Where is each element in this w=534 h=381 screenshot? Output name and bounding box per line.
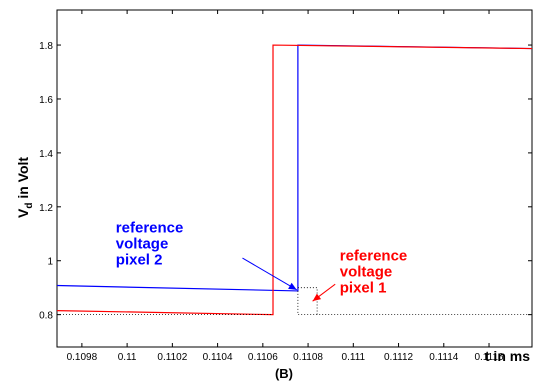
y-tick-label: 1.2 (39, 203, 53, 214)
plot-area (56, 9, 533, 348)
annotation-1-line-2: voltage (116, 235, 169, 252)
y-tick-label: 1.6 (39, 95, 53, 106)
x-tick-label: 0.11 (118, 352, 137, 363)
x-tick-label: 0.1108 (293, 352, 323, 363)
annotation-1-arrow (242, 257, 298, 291)
panel-label: (B) (275, 366, 293, 381)
annotation-2-line-3: pixel 1 (340, 280, 387, 297)
series-layer (56, 44, 533, 316)
x-tick-label: 0.1112 (384, 352, 414, 363)
annotation-2-line-2: voltage (340, 264, 393, 281)
reference-lines (57, 287, 532, 316)
x-tick-label: 0.1116 (474, 352, 504, 363)
plot-frame (56, 9, 533, 348)
reference-line-3 (297, 287, 318, 315)
x-tick-label: 0.1106 (248, 352, 278, 363)
x-tick-label: 0.1114 (429, 352, 459, 363)
annotation-2-arrowhead (312, 293, 322, 302)
y-tick-label: 0.8 (39, 311, 53, 322)
y-tick-label: 1.8 (39, 41, 53, 52)
y-axis-title-subscript: d (24, 203, 35, 209)
y-tick-label: 1.4 (39, 149, 53, 160)
series-line-2 (56, 44, 533, 316)
x-tick-label: 0.1098 (67, 352, 98, 363)
y-axis-title-main: V (15, 208, 31, 218)
y-tick-label: 1 (47, 257, 53, 268)
annotation-1-line-3: pixel 2 (116, 251, 163, 268)
x-tick-label: 0.1102 (157, 352, 187, 363)
x-axis-title: t in ms (485, 348, 530, 364)
axis-ticks: 0.1098 0.11 0.1102 0.1104 0.1106 0.1108 0.111 0… (39, 10, 532, 363)
annotation-2-line-1: reference (340, 248, 408, 265)
annotation-1-arrowhead (288, 282, 297, 290)
y-axis-title-rest: in Volt (15, 157, 31, 203)
x-tick-label: 0.1104 (203, 352, 233, 363)
annotation-1-line-1: reference (116, 219, 184, 236)
y-axis-title: Vd in Volt (15, 157, 35, 218)
x-tick-label: 0.111 (342, 352, 366, 363)
